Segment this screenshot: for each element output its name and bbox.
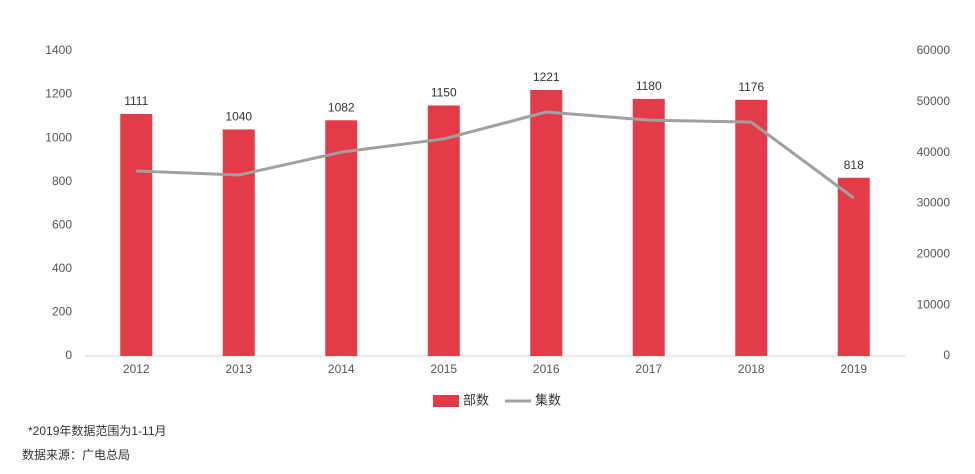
y-tick-label: 800 [52,174,72,188]
x-tick-label: 2016 [533,362,560,376]
y-tick-label: 1400 [45,43,72,57]
bar [735,99,768,357]
x-tick-label: 2018 [738,362,765,376]
bar [632,98,665,356]
x-tick-label: 2015 [430,362,457,376]
data-label: 1150 [431,86,457,100]
bar [837,177,870,356]
bar [325,120,358,357]
y-tick-label: 1000 [45,130,72,144]
y-tick-label: 200 [52,305,72,319]
legend-label: 部数 [463,392,489,407]
bar [120,113,153,356]
data-label: 818 [844,158,864,172]
data-label: 1082 [328,100,355,114]
y2-tick-label: 60000 [917,43,951,57]
y-tick-label: 0 [65,348,72,362]
bar [530,89,563,356]
data-label: 1176 [738,80,764,94]
y-tick-label: 1200 [45,87,72,101]
x-tick-label: 2012 [123,362,150,376]
x-tick-label: 2013 [225,362,252,376]
y-tick-label: 600 [52,217,72,231]
y2-tick-label: 40000 [917,145,951,159]
source-note: 数据来源：广电总局 [22,447,130,462]
bar [427,105,460,356]
x-tick-label: 2014 [328,362,355,376]
data-label: 1180 [636,79,662,93]
y2-tick-label: 0 [943,348,950,362]
bar [222,129,255,356]
data-label: 1221 [533,70,560,84]
data-label: 1040 [225,110,252,124]
line [136,110,855,200]
y-tick-label: 400 [52,261,72,275]
x-tick-label: 2017 [635,362,662,376]
y2-tick-label: 10000 [917,297,951,311]
y2-tick-label: 20000 [917,247,951,261]
legend-swatch [433,395,459,407]
x-tick-label: 2019 [840,362,867,376]
data-label: 1111 [124,94,148,108]
y2-tick-label: 50000 [917,94,951,108]
legend-label: 集数 [535,392,561,407]
y2-tick-label: 30000 [917,196,951,210]
footnote: *2019年数据范围为1-11月 [28,423,167,438]
